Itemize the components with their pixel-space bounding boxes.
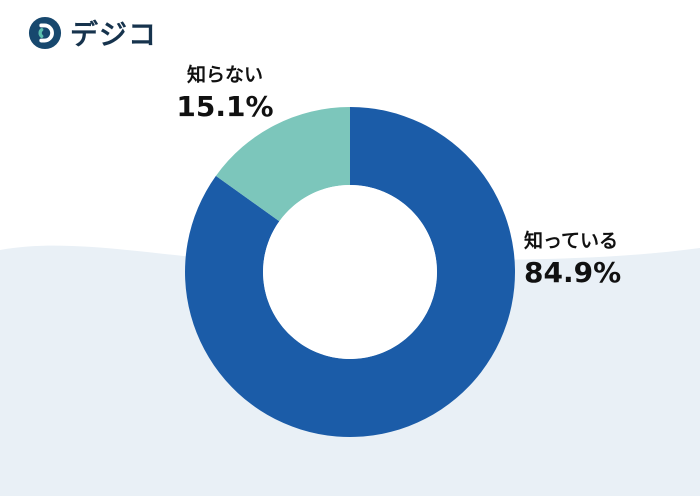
digico-logo: デジコ	[28, 16, 157, 54]
segment-label-shiranai: 知らない	[186, 64, 263, 86]
donut-segment-shiranai	[215, 107, 350, 222]
segment-percent-shiranai: 15.1%	[176, 89, 274, 123]
donut-segment-shitteiru	[185, 107, 516, 437]
donut-chart	[185, 107, 516, 437]
segment-percent-shitteiru: 84.9%	[524, 255, 622, 289]
segment-label-shitteiru: 知っている	[524, 230, 619, 252]
digico-logo-text: デジコ	[70, 18, 158, 51]
label-shiranai: 知らない 15.1%	[145, 64, 305, 123]
donut-hole	[263, 185, 437, 359]
digico-logo-icon	[28, 16, 62, 54]
label-shitteiru: 知っている 84.9%	[524, 230, 621, 289]
